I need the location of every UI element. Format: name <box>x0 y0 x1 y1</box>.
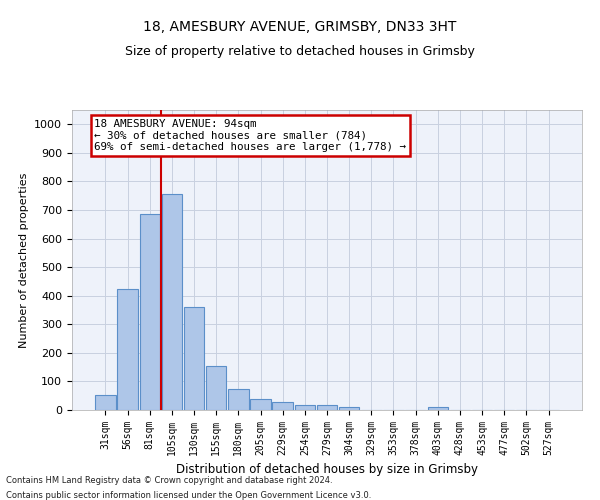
Text: Size of property relative to detached houses in Grimsby: Size of property relative to detached ho… <box>125 45 475 58</box>
Bar <box>317 405 337 410</box>
Bar <box>272 402 293 410</box>
Y-axis label: Number of detached properties: Number of detached properties <box>19 172 29 348</box>
Bar <box>228 389 248 410</box>
Bar <box>161 194 182 410</box>
Text: Contains HM Land Registry data © Crown copyright and database right 2024.: Contains HM Land Registry data © Crown c… <box>6 476 332 485</box>
Bar <box>118 290 138 410</box>
X-axis label: Distribution of detached houses by size in Grimsby: Distribution of detached houses by size … <box>176 464 478 476</box>
Bar <box>339 407 359 410</box>
Bar <box>206 366 226 410</box>
Bar <box>95 395 116 410</box>
Bar <box>140 214 160 410</box>
Text: Contains public sector information licensed under the Open Government Licence v3: Contains public sector information licen… <box>6 491 371 500</box>
Bar <box>250 398 271 410</box>
Bar <box>184 307 204 410</box>
Text: 18, AMESBURY AVENUE, GRIMSBY, DN33 3HT: 18, AMESBURY AVENUE, GRIMSBY, DN33 3HT <box>143 20 457 34</box>
Bar <box>295 405 315 410</box>
Text: 18 AMESBURY AVENUE: 94sqm
← 30% of detached houses are smaller (784)
69% of semi: 18 AMESBURY AVENUE: 94sqm ← 30% of detac… <box>94 118 406 152</box>
Bar <box>428 407 448 410</box>
